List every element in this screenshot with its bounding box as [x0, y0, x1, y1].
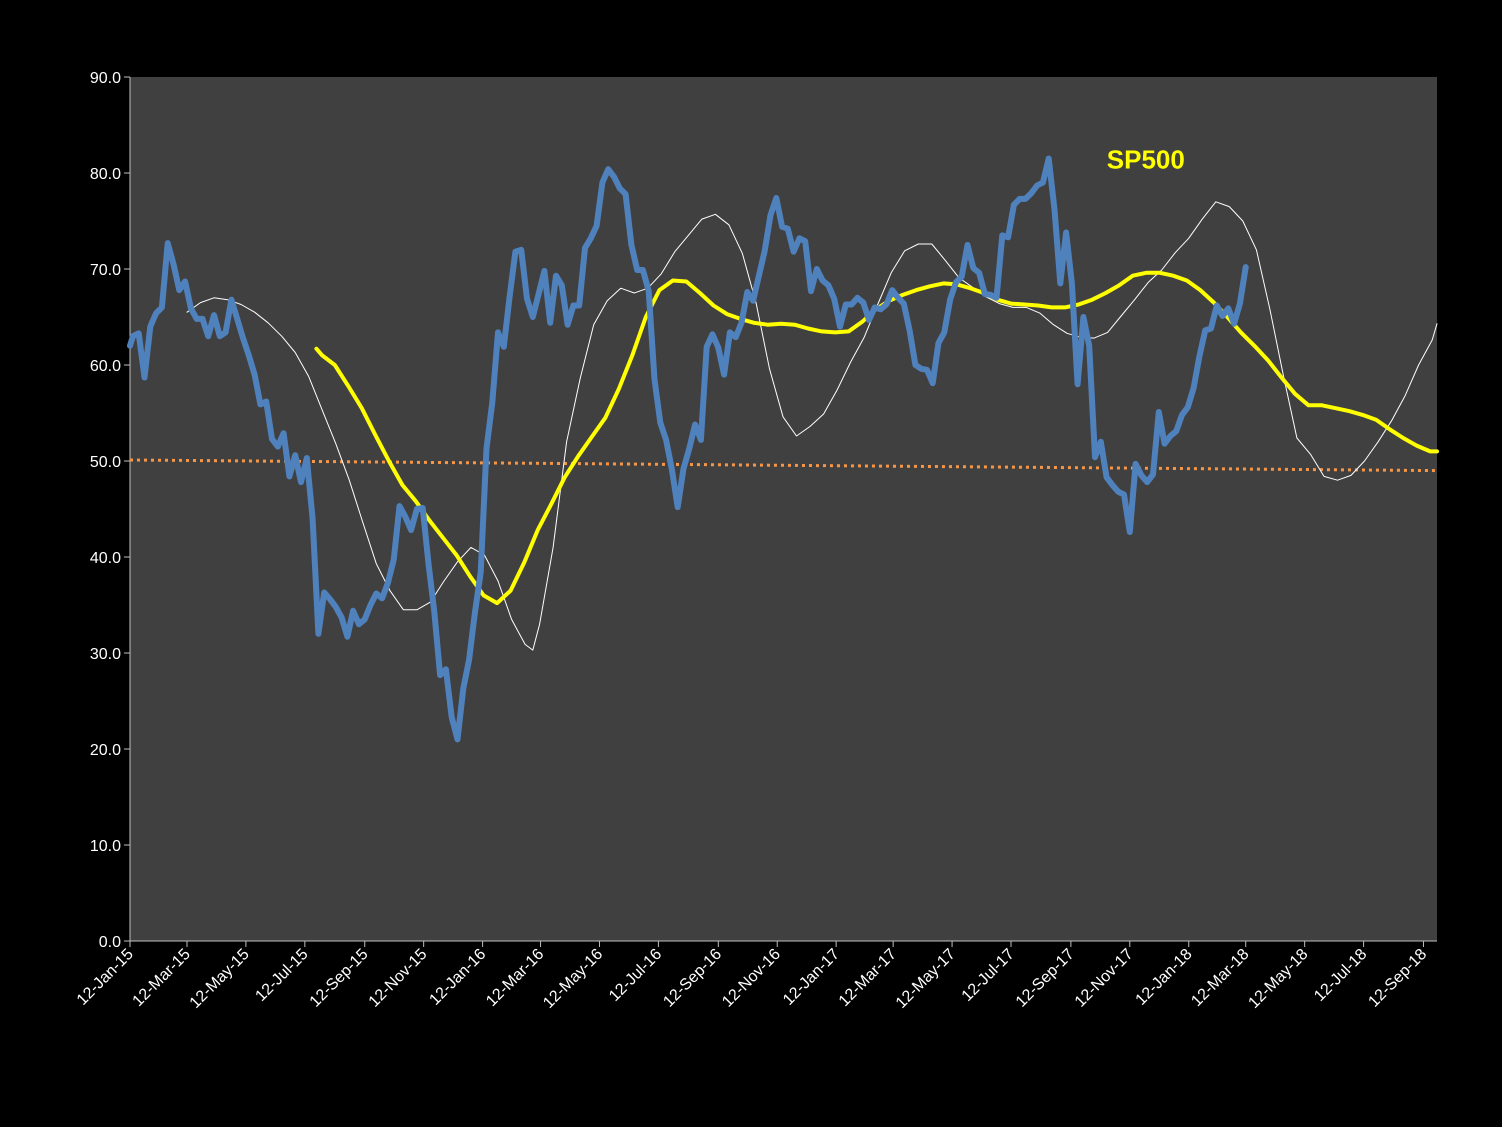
- y-tick-label: 40.0: [90, 550, 121, 567]
- annotation-label: SP500: [1107, 145, 1185, 175]
- plot-area: [130, 77, 1437, 941]
- series-line-3: [129, 458, 1438, 473]
- y-tick-label: 50.0: [90, 454, 121, 471]
- series-line-1: [186, 201, 1438, 651]
- y-tick-label: 0.0: [99, 934, 121, 951]
- y-tick-label: 80.0: [90, 166, 121, 183]
- y-tick-label: 70.0: [90, 262, 121, 279]
- y-tick-label: 30.0: [90, 646, 121, 663]
- y-tick-label: 10.0: [90, 838, 121, 855]
- series-line-0: [127, 155, 1249, 743]
- series-layer: [127, 155, 1439, 743]
- y-tick-label: 60.0: [90, 358, 121, 375]
- y-tick-label: 90.0: [90, 70, 121, 87]
- annotation-layer: SP500: [1107, 145, 1185, 175]
- y-axis: 0.0 10.0 20.0 30.0 40.0 50.0 60.0 70.0 80.0 90.0: [90, 70, 131, 951]
- y-tick-label: 20.0: [90, 742, 121, 759]
